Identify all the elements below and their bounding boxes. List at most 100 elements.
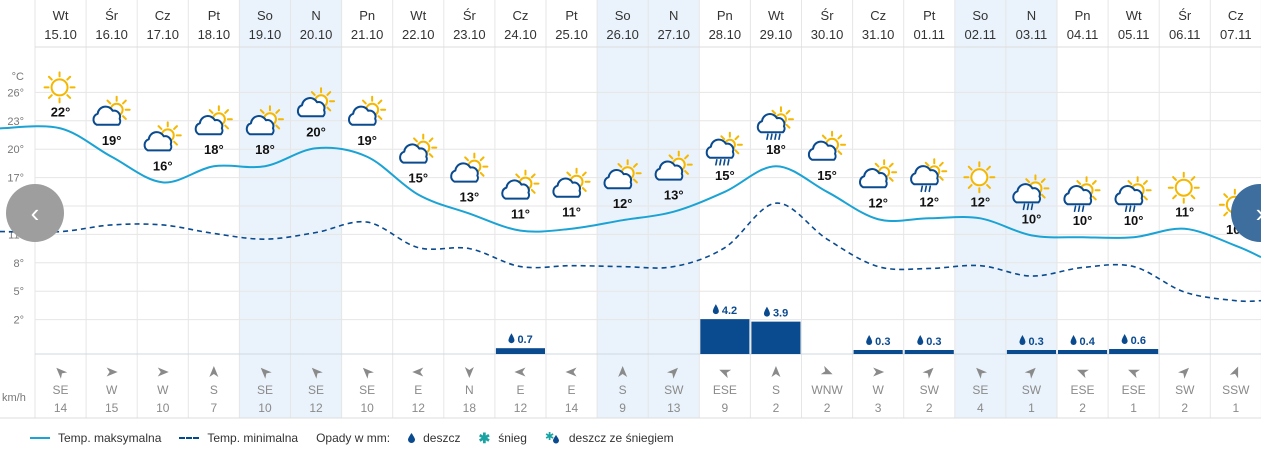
precip-label: 3.9 (773, 308, 788, 320)
precip-label: 0.7 (517, 334, 532, 346)
rain-cloud-icon (756, 106, 794, 141)
wind-arrow-icon (209, 366, 219, 377)
day-date: 18.10 (198, 27, 231, 42)
tmax-label: 15° (817, 168, 837, 183)
legend-rain: deszcz (408, 431, 460, 445)
partly-cloudy-icon (501, 169, 540, 200)
tmax-label: 15° (715, 168, 735, 183)
wind-direction: ESE (1122, 383, 1146, 397)
tmax-label: 12° (971, 194, 991, 209)
wind-direction: SE (257, 383, 273, 397)
y-tick-label: 2° (13, 315, 24, 327)
day-name: Śr (105, 8, 119, 23)
wind-direction: SE (972, 383, 988, 397)
wind-speed: 13 (667, 401, 681, 415)
wind-arrow-icon (1229, 366, 1239, 379)
raindrop-icon (408, 433, 416, 443)
wind-arrow-icon (1128, 369, 1140, 379)
day-date: 29.10 (760, 27, 793, 42)
wind-arrow-icon (565, 367, 577, 377)
day-name: Cz (1228, 8, 1244, 23)
day-date: 19.10 (249, 27, 282, 42)
wind-arrow-icon (618, 366, 628, 377)
partly-cloudy-icon (654, 150, 693, 181)
partly-cloudy-icon (399, 133, 438, 164)
day-name: Śr (463, 8, 477, 23)
sun-icon (43, 71, 76, 104)
tmin-series-line (0, 202, 1261, 303)
day-name: Wt (1126, 8, 1142, 23)
wind-unit-label: km/h (2, 392, 26, 404)
raindrop-icon (763, 306, 770, 317)
wind-direction: SW (1175, 383, 1195, 397)
sun-rain-icon (1012, 174, 1050, 211)
wind-direction: E (516, 383, 524, 397)
wind-direction: ESE (713, 383, 737, 397)
tmax-label: 13° (460, 190, 480, 205)
day-name: Pn (1075, 8, 1091, 23)
day-date: 20.10 (300, 27, 333, 42)
wind-direction: SE (308, 383, 324, 397)
weekend-band (290, 0, 342, 418)
tmin-dashed-line-icon (179, 437, 200, 439)
sun-rain-icon (1114, 176, 1152, 213)
cloud-drizzle-icon (910, 158, 948, 193)
day-date: 26.10 (606, 27, 639, 42)
y-tick-label: 23° (7, 116, 24, 128)
wind-arrow-icon (1024, 367, 1036, 379)
raindrop-icon (508, 333, 515, 344)
sleet-icon: ✱ (545, 431, 559, 444)
day-name: Pt (565, 8, 578, 23)
prev-arrow-button[interactable]: ‹ (6, 184, 64, 242)
day-date: 02.11 (965, 27, 997, 42)
legend-rain-snow-label: deszcz ze śniegiem (568, 431, 674, 445)
legend-tmax-label: Temp. maksymalna (58, 431, 162, 445)
y-tick-label: 5° (13, 286, 24, 298)
day-name: Wt (410, 8, 426, 23)
wind-arrow-icon (464, 367, 474, 378)
day-name: Cz (513, 8, 529, 23)
snowflake-icon: ✱ (478, 429, 491, 446)
tmax-label: 18° (255, 142, 275, 157)
day-name: Cz (870, 8, 886, 23)
weekend-band (648, 0, 700, 418)
wind-speed: 12 (412, 401, 426, 415)
partly-cloudy-icon (245, 105, 284, 136)
wind-speed: 1 (1233, 401, 1240, 415)
wind-arrow-icon (719, 369, 732, 379)
wind-direction: S (772, 383, 780, 397)
wind-direction: W (872, 383, 884, 397)
day-date: 04.11 (1067, 27, 1099, 42)
partly-cloudy-icon (450, 152, 489, 183)
sun-icon (963, 161, 996, 194)
wind-speed: 3 (875, 401, 882, 415)
day-name: Wt (768, 8, 784, 23)
y-tick-label: 26° (7, 87, 24, 99)
day-date: 15.10 (44, 27, 77, 42)
wind-speed: 9 (619, 401, 626, 415)
day-name: N (1027, 8, 1036, 23)
tmax-label: 12° (919, 194, 939, 209)
tmax-label: 10° (1073, 213, 1093, 228)
partly-cloudy-icon (552, 167, 591, 198)
precip-bar (751, 321, 801, 354)
wind-arrow-icon (362, 367, 374, 379)
tmax-line-icon (30, 437, 50, 439)
wind-arrow-icon (1178, 367, 1189, 379)
tmax-label: 12° (868, 195, 888, 210)
sun-icon (1167, 171, 1200, 204)
day-date: 07.11 (1220, 27, 1252, 42)
raindrop-icon (1070, 335, 1077, 345)
wind-speed: 12 (514, 401, 528, 415)
precip-bar (700, 319, 750, 354)
wind-speed: 15 (105, 401, 119, 415)
wind-direction: E (568, 383, 576, 397)
day-name: So (257, 8, 273, 23)
partly-cloudy-icon (92, 95, 131, 126)
day-date: 31.10 (862, 27, 895, 42)
wind-speed: 7 (211, 401, 218, 415)
sun-rain-icon (1063, 176, 1101, 213)
chevron-right-icon: › (1256, 198, 1261, 229)
wind-arrow-icon (514, 367, 526, 377)
wind-direction: SW (664, 383, 684, 397)
